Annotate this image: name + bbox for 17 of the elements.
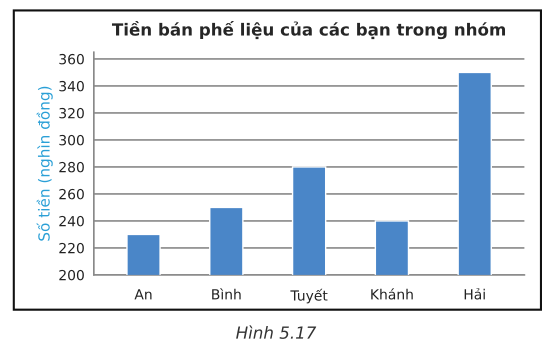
- y-tick-label: 320: [59, 108, 84, 118]
- x-tick-label: Khánh: [371, 288, 413, 300]
- y-tick-label: 240: [59, 216, 84, 226]
- x-tick-label: An: [134, 289, 152, 300]
- y-tick-label: 280: [59, 162, 84, 172]
- y-tick-label: 220: [59, 242, 84, 254]
- x-tick-label: Bình: [212, 288, 241, 300]
- y-tick-label: 360: [59, 54, 84, 64]
- y-tick-label: 340: [59, 80, 84, 92]
- text: Hình 5.17: [236, 325, 316, 339]
- y-tick-label: 260: [59, 188, 84, 200]
- y-tick-label: 300: [59, 134, 84, 146]
- chart-title: Tiền bán phế liệu của các bạn trong nhóm: [112, 20, 506, 40]
- x-tick-label: Tuyết: [290, 288, 328, 304]
- x-tick-label: Hải: [464, 288, 485, 300]
- y-tick-label: 200: [59, 270, 84, 280]
- y-axis-title: Số tiền (nghìn đồng): [36, 86, 53, 241]
